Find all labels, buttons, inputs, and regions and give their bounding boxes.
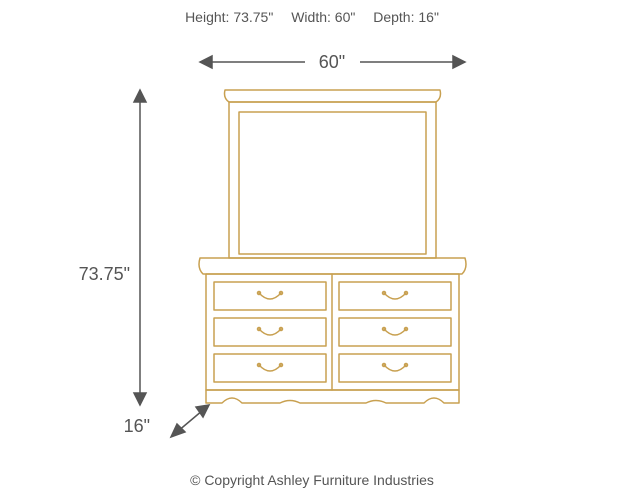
depth-value-arrow: 16" bbox=[124, 416, 150, 436]
width-dimension: 60" bbox=[200, 50, 465, 72]
width-label: Width: bbox=[291, 9, 331, 25]
depth-value: 16" bbox=[418, 9, 439, 25]
copyright-text: © Copyright Ashley Furniture Industries bbox=[190, 472, 434, 488]
furniture bbox=[199, 90, 466, 403]
height-value-arrow: 73.75" bbox=[79, 264, 130, 284]
height-value: 73.75" bbox=[233, 9, 273, 25]
width-value-arrow: 60" bbox=[319, 52, 345, 72]
width-value: 60" bbox=[335, 9, 356, 25]
height-dimension: 73.75" bbox=[79, 90, 146, 405]
furniture-dimension-diagram: Height: 73.75" Width: 60" Depth: 16" 60"… bbox=[0, 0, 625, 500]
depth-label: Depth: bbox=[373, 9, 414, 25]
depth-dimension: 16" bbox=[124, 405, 209, 437]
spec-header: Height: 73.75" Width: 60" Depth: 16" bbox=[185, 9, 439, 25]
dresser-base bbox=[206, 390, 459, 403]
height-label: Height: bbox=[185, 9, 229, 25]
